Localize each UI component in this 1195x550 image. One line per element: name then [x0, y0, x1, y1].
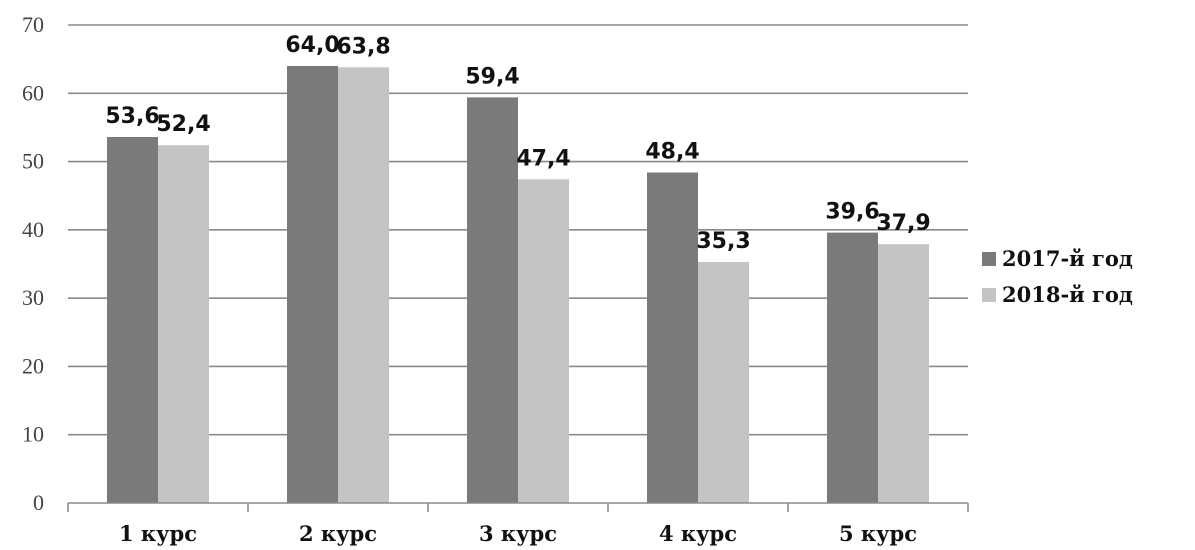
bar [158, 145, 209, 503]
data-label: 53,6 [105, 104, 159, 129]
y-tick-label: 10 [22, 422, 44, 447]
legend-label: 2017-й год [1002, 246, 1133, 271]
y-tick-label: 30 [22, 285, 44, 310]
y-tick-label: 20 [22, 353, 44, 378]
bar [287, 65, 338, 503]
x-axis: 1 курс 2 курс 3 курс 4 курс 5 курс [67, 502, 969, 546]
x-tick-label: 1 курс [119, 521, 197, 546]
data-label: 37,9 [876, 211, 930, 236]
bar [518, 179, 569, 503]
y-tick-label: 60 [22, 80, 44, 105]
legend-swatch [982, 288, 996, 302]
legend-label: 2018-й год [1002, 282, 1133, 307]
x-tick-label: 2 курс [299, 521, 377, 546]
y-tick-label: 0 [33, 490, 44, 515]
bar [467, 97, 518, 503]
data-label: 48,4 [645, 139, 699, 164]
y-tick-label: 40 [22, 217, 44, 242]
x-tick-label: 4 курс [659, 521, 737, 546]
y-tick-label: 70 [22, 12, 44, 37]
bar [338, 67, 389, 503]
legend-swatch [982, 252, 996, 266]
data-label: 63,8 [336, 34, 390, 59]
x-tick-label: 5 курс [839, 521, 917, 546]
bar [827, 232, 878, 504]
y-tick-label: 50 [22, 149, 44, 174]
data-label: 35,3 [696, 229, 750, 254]
bars: 53,6 64,0 59,4 48,4 39,6 52,4 63,8 47,4 35,3 37,9 [105, 33, 931, 504]
legend: 2017-й год 2018-й год [982, 246, 1133, 307]
data-label: 39,6 [825, 200, 879, 225]
x-tick-label: 3 курс [479, 521, 557, 546]
bar [698, 261, 749, 503]
data-label: 47,4 [516, 146, 570, 171]
data-label: 59,4 [465, 64, 519, 89]
data-label: 64,0 [285, 33, 339, 58]
bar [647, 172, 698, 504]
data-label: 52,4 [156, 112, 210, 137]
bar [878, 244, 929, 503]
y-axis: 0 10 20 30 40 50 60 70 [22, 12, 44, 515]
bar [107, 136, 158, 503]
